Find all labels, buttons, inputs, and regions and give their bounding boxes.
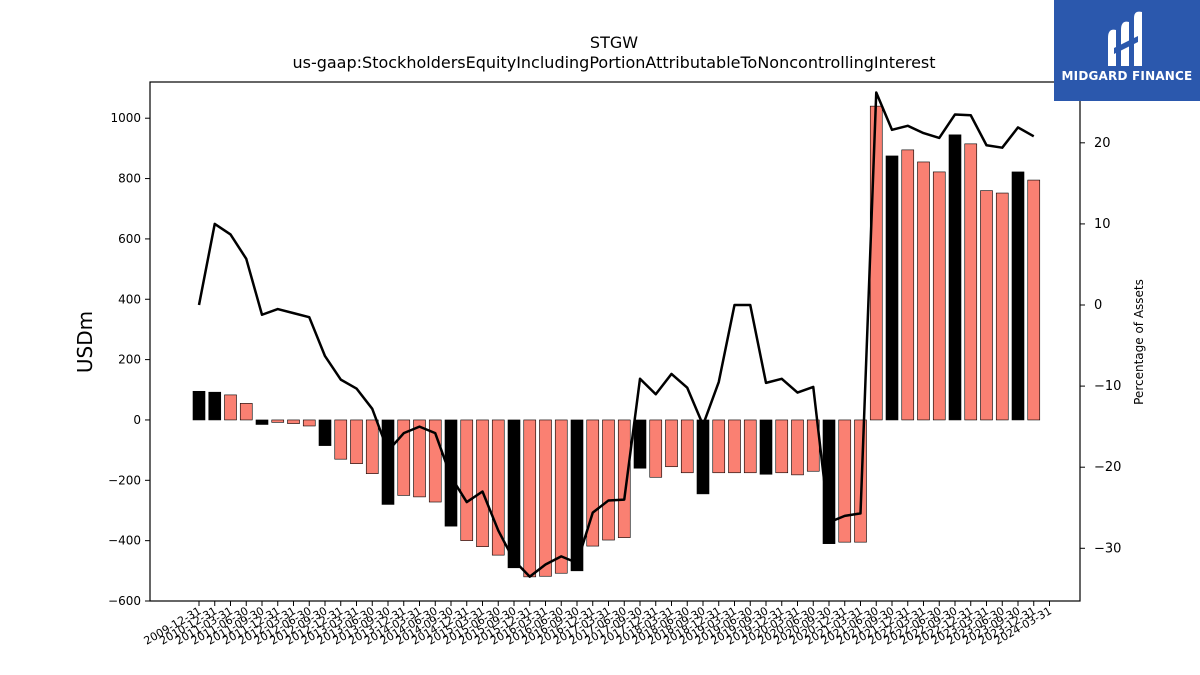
y2-tick-label: 20 [1094,136,1111,151]
bar-2020-12-31 [838,419,852,543]
bar-2018-09-30 [696,419,710,495]
bar-2015-03-31 [476,419,489,547]
bar-2015-09-30 [507,419,521,569]
bar-2011-12-31 [271,419,285,423]
bar-2023-12-31 [1027,179,1041,421]
y2-tick-label: 10 [1094,217,1111,232]
y2-tick-label: −20 [1094,460,1121,475]
bar-series [192,105,1041,578]
y-tick-label: 600 [118,232,141,246]
bar-2022-03-31 [917,161,930,421]
bar-2011-09-30 [255,419,269,425]
y-tick-label: −200 [108,473,141,487]
bar-2012-12-31 [334,419,348,460]
y2-axis-label: Percentage of Assets [1132,279,1146,405]
midgard-finance-logo: MIDGARD FINANCE [1054,0,1200,101]
bar-2013-06-30 [365,419,379,474]
bar-2015-06-30 [491,419,505,556]
bar-2023-09-30 [1011,171,1025,421]
bar-2012-06-30 [302,419,316,427]
bar-2017-12-31 [649,419,663,478]
bar-2021-12-31 [901,149,915,421]
bar-2020-03-31 [791,419,804,476]
bar-2022-12-31 [964,143,978,421]
bar-2023-06-30 [995,192,1009,421]
bar-2016-06-30 [554,419,568,574]
y-tick-label: 1000 [110,111,141,125]
plot-frame [149,81,1081,602]
y-axis-label: USDm [73,311,97,373]
bar-2010-12-31 [208,391,222,421]
bar-2011-03-31 [224,394,237,421]
y-tick-label: −400 [108,534,141,548]
bar-2013-09-30 [381,419,395,505]
bar-2012-03-31 [287,419,300,424]
y-tick-label: −600 [108,594,141,608]
bar-2023-03-31 [980,190,993,421]
bar-2020-09-30 [822,419,836,544]
bar-2021-09-30 [885,155,899,421]
bar-2018-03-31 [665,419,678,468]
y-tick-label: 400 [118,292,141,306]
chart-title: STGW [590,33,638,52]
bar-2013-03-31 [350,419,363,465]
bar-2017-03-31 [602,419,615,541]
y2-tick-label: −30 [1094,541,1121,556]
bar-2022-09-30 [948,134,962,421]
y-tick-label: 800 [118,172,141,186]
percentage-of-assets-line [197,91,1035,578]
bar-2013-12-31 [397,419,411,496]
bar-2019-06-30 [743,419,757,474]
bar-2018-06-30 [680,419,694,474]
bar-2017-09-30 [633,419,647,469]
bar-2017-06-30 [617,419,631,538]
bar-2012-09-30 [318,419,332,446]
y-tick-label: 0 [133,413,141,427]
bar-2019-03-31 [728,419,741,474]
bar-2014-09-30 [444,419,458,527]
bar-2016-09-30 [570,419,584,572]
line-series [197,91,1035,578]
bar-2019-09-30 [759,419,773,475]
bar-2014-12-31 [460,419,474,541]
bar-2021-06-30 [869,105,883,421]
bar-2009-12-31 [192,390,206,421]
y2-tick-label: −10 [1094,379,1121,394]
bar-2016-12-31 [586,419,600,547]
y-tick-label: 200 [118,353,141,367]
bar-2019-12-31 [775,419,789,474]
y2-tick-label: 0 [1094,298,1102,313]
bar-2011-06-30 [239,403,253,421]
bar-2015-12-31 [523,419,537,578]
bar-2018-12-31 [712,419,726,474]
logo-text: MIDGARD FINANCE [1061,69,1193,83]
chart-subtitle: us-gaap:StockholdersEquityIncludingPorti… [292,53,935,72]
logo-mark-icon [1108,11,1142,67]
bar-2014-03-31 [413,419,426,498]
bar-2016-03-31 [539,419,552,577]
bar-2022-06-30 [932,171,946,421]
